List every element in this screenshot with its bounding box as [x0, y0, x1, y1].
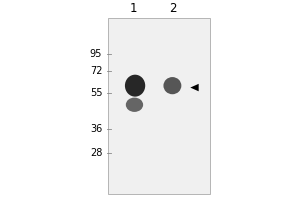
Ellipse shape: [126, 98, 143, 112]
Polygon shape: [190, 84, 199, 91]
Text: 55: 55: [90, 88, 102, 98]
Ellipse shape: [164, 77, 181, 94]
Text: 72: 72: [90, 66, 102, 76]
Text: 2: 2: [169, 2, 176, 15]
Text: 1: 1: [130, 2, 137, 15]
Bar: [108, 18, 210, 194]
Ellipse shape: [125, 75, 145, 97]
Text: 36: 36: [90, 124, 102, 134]
Text: 28: 28: [90, 148, 102, 158]
Text: 95: 95: [90, 49, 102, 59]
